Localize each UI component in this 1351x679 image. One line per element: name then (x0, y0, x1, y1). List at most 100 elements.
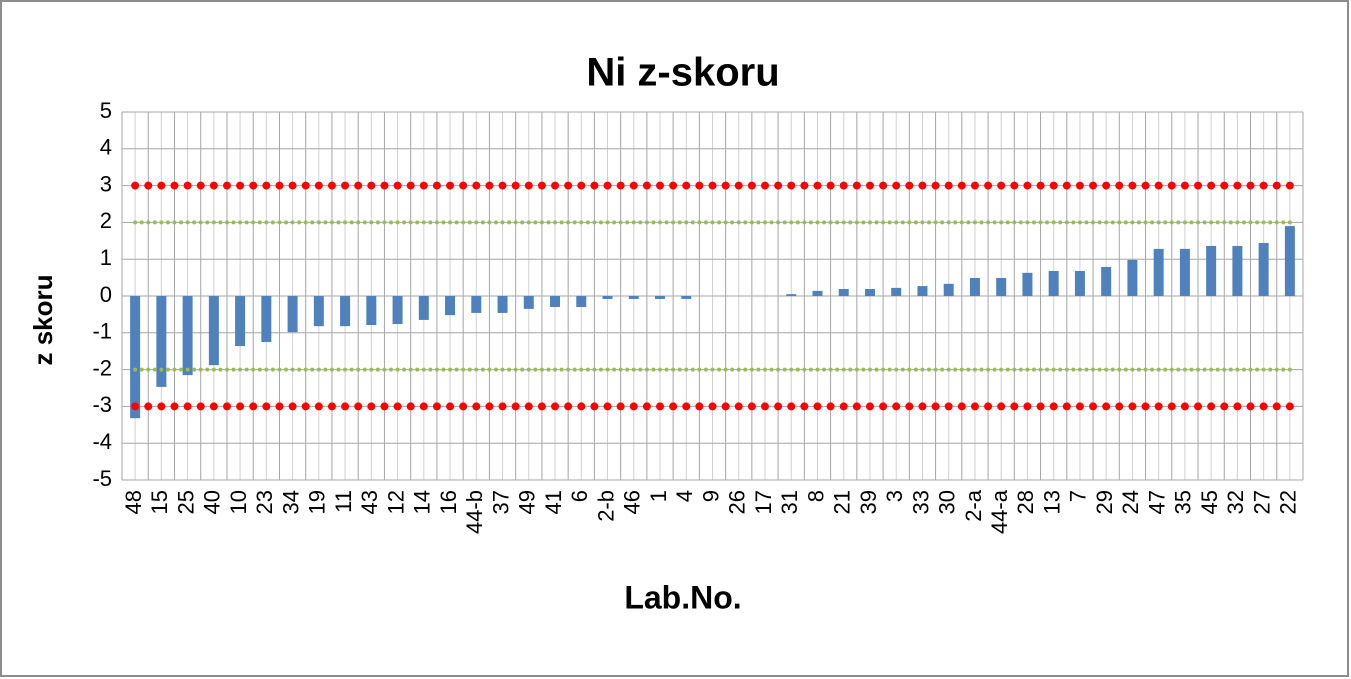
x-tick-label: 10 (226, 490, 251, 514)
x-tick-label: 8 (803, 490, 828, 502)
x-tick-label: 46 (620, 490, 645, 514)
bar (366, 296, 377, 326)
x-tick-label: 28 (1013, 490, 1038, 514)
bar (261, 296, 272, 342)
x-tick-label: 12 (383, 490, 408, 514)
bar (313, 296, 324, 327)
bar (1179, 248, 1190, 296)
bar (550, 296, 561, 308)
bar (655, 296, 666, 299)
bar (1022, 272, 1033, 296)
bar (891, 287, 902, 296)
x-tick-label: 3 (882, 490, 907, 502)
bar (156, 296, 167, 387)
bar (996, 277, 1007, 296)
x-tick-label: 22 (1276, 490, 1301, 514)
bar (969, 277, 980, 296)
x-tick-label: 15 (147, 490, 172, 514)
bar (497, 296, 508, 313)
x-tick-label: 35 (1171, 490, 1196, 514)
bar (602, 296, 613, 299)
bar (812, 290, 823, 296)
y-tick-label: 3 (100, 171, 112, 196)
x-tick-label: 24 (1118, 490, 1143, 514)
bar (1153, 248, 1164, 296)
y-tick-label: 4 (100, 135, 112, 160)
y-tick-label: 0 (100, 282, 112, 307)
x-tick-label: 43 (357, 490, 382, 514)
bar (130, 296, 141, 419)
bar (208, 296, 219, 366)
y-tick-label: -1 (92, 319, 112, 344)
x-tick-label: 19 (305, 490, 330, 514)
y-tick-label: 5 (100, 98, 112, 123)
bar (1101, 266, 1112, 296)
y-tick-label: -4 (92, 429, 112, 454)
x-tick-label: 26 (725, 490, 750, 514)
x-tick-label: 40 (200, 490, 225, 514)
bar (864, 289, 875, 296)
bar (628, 296, 639, 299)
chart-title: Ni z-skoru (586, 51, 779, 95)
bar (576, 296, 587, 308)
x-tick-label: 14 (410, 490, 435, 514)
x-tick-label: 4 (672, 490, 697, 502)
bar (917, 286, 928, 296)
bar (392, 296, 403, 324)
x-tick-label: 2-a (961, 489, 986, 522)
x-tick-label: 29 (1092, 490, 1117, 514)
bar (943, 283, 954, 296)
bar (287, 296, 298, 333)
x-tick-label: 21 (830, 490, 855, 514)
x-tick-label: 25 (173, 490, 198, 514)
x-tick-label: 7 (1066, 490, 1091, 502)
bar (182, 296, 193, 376)
x-tick-label: 44-b (462, 490, 487, 534)
x-tick-label: 47 (1144, 490, 1169, 514)
bar (681, 296, 692, 299)
x-tick-label: 33 (908, 490, 933, 514)
x-tick-label: 34 (278, 490, 303, 514)
x-tick-label: 16 (436, 490, 461, 514)
x-tick-label: 30 (935, 490, 960, 514)
bar (1232, 245, 1243, 296)
bar (445, 296, 456, 316)
bar (1284, 226, 1295, 296)
x-tick-label: 31 (777, 490, 802, 514)
y-tick-label: 2 (100, 208, 112, 233)
x-tick-label: 9 (698, 490, 723, 502)
bar (340, 296, 351, 327)
bar (1127, 259, 1138, 296)
x-tick-label: 44-a (987, 489, 1012, 534)
bar (471, 296, 482, 313)
x-tick-label: 45 (1197, 490, 1222, 514)
x-tick-label: 48 (121, 490, 146, 514)
x-tick-label: 17 (751, 490, 776, 514)
x-tick-label: 37 (488, 490, 513, 514)
x-tick-label: 6 (567, 490, 592, 502)
x-tick-label: 2-b (593, 490, 618, 522)
x-tick-label: 49 (515, 490, 540, 514)
x-axis-label: Lab.No. (624, 579, 741, 615)
bar (1074, 270, 1085, 296)
x-tick-label: 39 (856, 490, 881, 514)
y-tick-label: -3 (92, 392, 112, 417)
x-tick-label: 32 (1223, 490, 1248, 514)
bar (418, 296, 429, 320)
bar (1206, 245, 1217, 296)
x-tick-label: 41 (541, 490, 566, 514)
y-tick-label: 1 (100, 245, 112, 270)
x-tick-label: 23 (252, 490, 277, 514)
y-axis-label: z skoru (28, 274, 58, 365)
x-tick-label: 27 (1249, 490, 1274, 514)
y-tick-label: -2 (92, 355, 112, 380)
bar (1258, 243, 1269, 296)
x-tick-label: 1 (646, 490, 671, 502)
x-tick-label: 13 (1039, 490, 1064, 514)
bar (523, 296, 534, 309)
bar (786, 294, 797, 296)
bar (235, 296, 246, 347)
bar (1048, 270, 1059, 296)
